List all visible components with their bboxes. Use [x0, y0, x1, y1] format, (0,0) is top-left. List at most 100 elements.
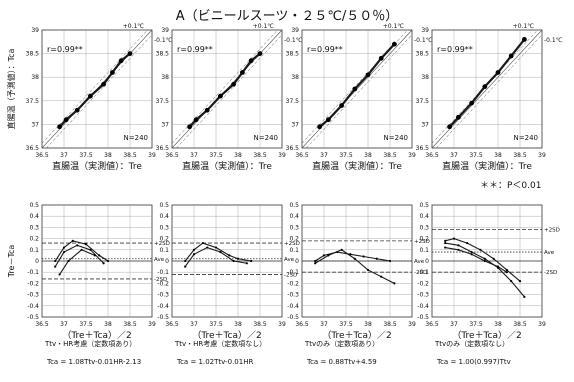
x-tick-label: 37 — [450, 321, 458, 328]
data-point — [340, 248, 343, 251]
y-tick-label: 36.5 — [26, 145, 40, 152]
x-tick-label: 37 — [60, 321, 68, 328]
page-title: A（ビニールスーツ・２５℃/５０％） — [176, 9, 399, 24]
reference-label: Ave — [154, 257, 165, 263]
panel-bottom-2: 36.5 37 37.5 38 38.5 39 0.5 0.4 0.3 0.2 0.1 0 -0.1 -0… — [157, 202, 300, 341]
y-tick-label: 37 — [161, 121, 169, 128]
x-tick-label: 38.5 — [383, 321, 397, 328]
correlation-label: r=0.99** — [437, 45, 473, 54]
data-point — [326, 117, 331, 123]
y-tick-label: 0.2 — [159, 236, 169, 243]
y-tick-label: 0.3 — [29, 224, 39, 231]
data-point — [482, 84, 488, 90]
y-tick-label: 38 — [291, 74, 299, 81]
reference-label: -2SD — [284, 272, 297, 278]
data-point — [184, 265, 187, 268]
data-point — [362, 255, 365, 258]
lower-band-line — [436, 34, 543, 149]
y-tick-label: 36.5 — [286, 145, 300, 152]
x-tick-label: 37.5 — [209, 152, 223, 159]
data-point — [322, 254, 326, 257]
reference-label: Ave — [414, 259, 425, 265]
data-point — [444, 239, 447, 242]
band-label-upper: +0.1℃ — [253, 23, 275, 30]
reference-label: -2SD — [154, 277, 167, 283]
panel-top-1: 36.5 37 37.5 38 38.5 39 39 38.5 38 37.5 37 36.5 r=0.… — [6, 23, 173, 172]
data-point — [378, 55, 384, 61]
formula-heading: Ttv・HR考慮（定数項なし） — [174, 339, 266, 348]
y-tick-label: 38.5 — [156, 51, 170, 58]
x-axis-label: （Tre＋Tca）／2 — [62, 330, 131, 341]
data-point — [366, 268, 370, 272]
y-tick-label: 0 — [425, 258, 429, 265]
y-tick-label: 36.5 — [416, 145, 430, 152]
reference-label: -2SD — [544, 270, 557, 276]
y-tick-label: 38 — [421, 74, 429, 81]
lower-band-line — [306, 34, 413, 149]
data-point — [74, 107, 80, 113]
x-tick-label: 38.5 — [383, 152, 397, 159]
x-tick-label: 39 — [408, 321, 416, 328]
data-point — [447, 124, 452, 130]
y-axis-label: Tre－Tca — [7, 245, 16, 279]
x-tick-label: 36.5 — [165, 321, 179, 328]
y-tick-label: 0.2 — [419, 236, 429, 243]
y-tick-label: 0.5 — [289, 202, 299, 209]
data-point — [236, 257, 240, 260]
y-tick-label: -0.2 — [417, 280, 429, 287]
data-point — [495, 70, 501, 75]
data-point — [102, 262, 105, 265]
data-point — [314, 259, 317, 263]
x-tick-label: 37 — [190, 152, 198, 159]
data-point — [62, 250, 66, 254]
y-tick-label: 38 — [161, 74, 169, 81]
panel-top-4: 36.5 37 37.5 38 38.5 39 39 38.5 38 37.5 37 36.5 r=0.… — [416, 23, 563, 172]
correlation-label: r=0.99** — [307, 45, 343, 54]
formula-heading: Ttvのみ（定数項なし） — [434, 339, 509, 348]
reference-label: +2SD — [544, 228, 560, 234]
data-point — [483, 259, 486, 263]
data-point — [245, 262, 248, 265]
y-tick-label: -0.4 — [417, 303, 429, 310]
y-tick-label: -0.2 — [27, 280, 39, 287]
data-point — [314, 262, 317, 265]
data-point — [327, 254, 330, 257]
data-point — [522, 37, 527, 42]
data-point — [127, 51, 133, 56]
data-point — [106, 259, 110, 263]
data-series-trend — [188, 52, 261, 128]
plots-group: 36.5 37 37.5 38 38.5 39 39 38.5 38 37.5 37 36.5 r=0.… — [6, 23, 563, 341]
x-axis-label: 直腸温（実測値）：Tre — [312, 160, 402, 172]
data-point — [470, 253, 473, 256]
y-tick-label: 0.1 — [289, 247, 299, 254]
data-point — [470, 250, 473, 254]
y-tick-label: -0.1 — [417, 269, 429, 276]
x-tick-label: 38 — [234, 152, 242, 159]
x-tick-label: 36.5 — [35, 321, 49, 328]
y-axis-label: 直腸温（予測値）：Tca — [6, 48, 16, 129]
y-tick-label: 37.5 — [286, 98, 300, 105]
data-point — [444, 246, 447, 249]
x-tick-label: 36.5 — [425, 152, 439, 159]
data-point — [393, 282, 396, 285]
y-tick-label: 37.5 — [26, 98, 40, 105]
panel-top-3: 36.5 37 37.5 38 38.5 39 39 38.5 38 37.5 37 36.5 r=0.… — [286, 23, 433, 172]
panel-bottom-3: 36.5 37 37.5 38 38.5 39 0.5 0.4 0.3 0.2 0.1 0 -0.1 -0… — [287, 202, 430, 341]
x-tick-label: 37.5 — [469, 152, 483, 159]
y-tick-label: -0.2 — [287, 280, 299, 287]
y-tick-label: 0 — [165, 258, 169, 265]
data-point — [101, 81, 106, 87]
data-point — [452, 237, 456, 240]
reference-label: -2SD — [414, 270, 427, 276]
data-point — [479, 248, 482, 251]
data-point — [110, 70, 115, 75]
y-tick-label: 0.5 — [159, 202, 169, 209]
x-tick-label: 39 — [278, 321, 286, 328]
x-axis-label: （Tre＋Tca）／2 — [452, 330, 521, 341]
y-tick-label: 0.4 — [159, 213, 169, 220]
formula-equation: Tca = 1.08Ttv-0.01HR-2.13 — [46, 358, 141, 366]
data-point — [84, 243, 88, 246]
y-tick-label: 38.5 — [26, 51, 40, 58]
reference-label: Ave — [284, 257, 295, 263]
